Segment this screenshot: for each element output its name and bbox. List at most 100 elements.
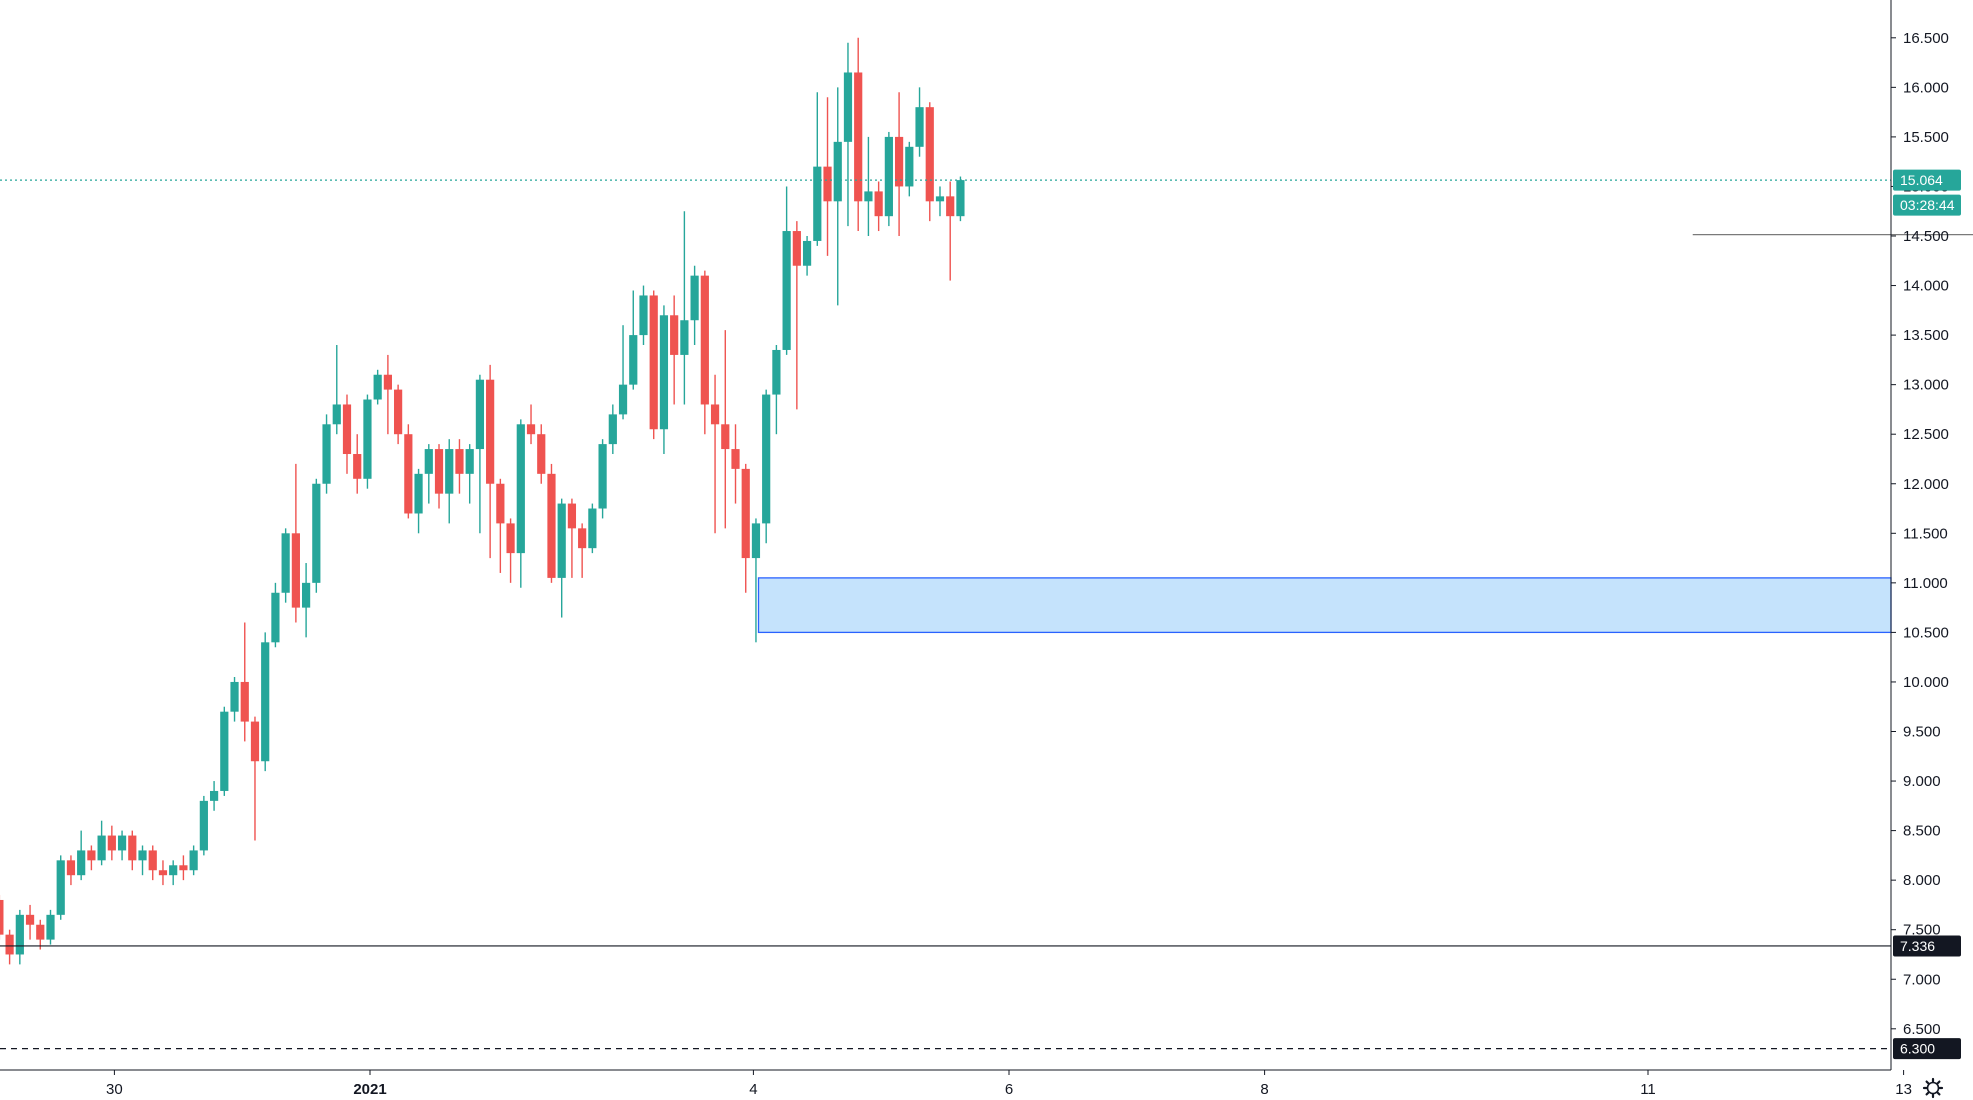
candle-body[interactable]: [547, 473, 556, 578]
candle-body[interactable]: [179, 865, 188, 871]
candle-body[interactable]: [762, 394, 771, 524]
candle-body[interactable]: [506, 523, 515, 554]
candle-body[interactable]: [363, 399, 372, 479]
candle-body[interactable]: [700, 275, 709, 405]
candle-body[interactable]: [802, 240, 812, 266]
candle-body[interactable]: [312, 483, 321, 583]
candle-body[interactable]: [486, 379, 495, 484]
candle-body[interactable]: [87, 850, 96, 861]
candle-body[interactable]: [261, 642, 270, 762]
candle-body[interactable]: [342, 404, 352, 455]
candle-body[interactable]: [209, 790, 219, 801]
candle-body[interactable]: [404, 434, 413, 514]
candle-body[interactable]: [690, 275, 699, 321]
candle-body[interactable]: [353, 454, 362, 479]
candle-body[interactable]: [874, 191, 883, 217]
candle-body[interactable]: [588, 508, 597, 549]
candle-body[interactable]: [854, 72, 863, 202]
candle-body[interactable]: [475, 379, 485, 450]
candle-body[interactable]: [710, 404, 720, 425]
candle-body[interactable]: [680, 320, 689, 355]
candle-body[interactable]: [250, 721, 260, 762]
candle-body[interactable]: [823, 166, 832, 202]
candle-body[interactable]: [291, 533, 300, 608]
candle-body[interactable]: [220, 711, 229, 791]
candle-body[interactable]: [322, 424, 331, 484]
candle-body[interactable]: [618, 384, 628, 415]
candle-body[interactable]: [792, 231, 801, 266]
candle-body[interactable]: [281, 533, 290, 593]
candle-body[interactable]: [128, 835, 137, 861]
candle-body[interactable]: [445, 449, 454, 494]
time-axis[interactable]: 28302021468111315182022: [0, 1069, 1973, 1098]
candle-body[interactable]: [649, 295, 658, 430]
candle-body[interactable]: [659, 315, 669, 430]
candle-body[interactable]: [608, 414, 617, 445]
candle-body[interactable]: [15, 914, 24, 955]
candle-body[interactable]: [496, 483, 505, 524]
candle-body[interactable]: [884, 136, 893, 217]
candle-body[interactable]: [271, 592, 280, 643]
candle-body[interactable]: [946, 196, 955, 217]
candle-body[interactable]: [772, 349, 781, 395]
candle-body[interactable]: [332, 404, 341, 425]
candle-body[interactable]: [56, 860, 65, 915]
candle-body[interactable]: [25, 914, 35, 925]
candle-body[interactable]: [578, 528, 587, 549]
candle-body[interactable]: [782, 231, 791, 350]
candle-body[interactable]: [148, 850, 157, 871]
candle-body[interactable]: [864, 191, 873, 202]
candle-body[interactable]: [373, 374, 382, 400]
candle-body[interactable]: [905, 146, 914, 187]
candle-body[interactable]: [465, 449, 474, 474]
candle-body[interactable]: [894, 136, 904, 187]
candle-body[interactable]: [455, 449, 464, 474]
candle-body[interactable]: [169, 865, 178, 876]
price-axis[interactable]: 6.500 7.000 7.500 8.000 8.500 9.000 9.500 10.00…: [1890, 0, 1949, 1070]
candle-body[interactable]: [0, 899, 4, 935]
candle-body[interactable]: [66, 860, 76, 876]
candle-body[interactable]: [956, 180, 965, 217]
candle-body[interactable]: [117, 835, 127, 851]
candle-body[interactable]: [5, 934, 14, 955]
candle-body[interactable]: [557, 503, 566, 578]
candle-body[interactable]: [46, 914, 55, 940]
candle-body[interactable]: [843, 72, 853, 142]
candle-body[interactable]: [567, 503, 577, 529]
candle-body[interactable]: [138, 850, 147, 861]
candle-body[interactable]: [813, 166, 822, 241]
candle-body[interactable]: [935, 196, 945, 202]
candle-body[interactable]: [189, 850, 198, 871]
candle-body[interactable]: [107, 835, 116, 851]
candle-body[interactable]: [158, 870, 168, 876]
candle-body[interactable]: [240, 681, 249, 722]
candle-body[interactable]: [199, 800, 208, 851]
support-zone[interactable]: [757, 577, 1892, 634]
candle-body[interactable]: [639, 295, 648, 336]
candle-body[interactable]: [670, 315, 679, 355]
candle-body[interactable]: [833, 141, 842, 202]
candle-body[interactable]: [77, 850, 86, 876]
candle-body[interactable]: [925, 107, 934, 202]
candle-body[interactable]: [751, 523, 761, 559]
candle-body[interactable]: [424, 449, 433, 474]
candle-body[interactable]: [537, 434, 546, 474]
candle-body[interactable]: [915, 107, 924, 147]
candle-body[interactable]: [302, 582, 311, 608]
candle-body[interactable]: [36, 924, 45, 940]
candle-body[interactable]: [434, 449, 444, 494]
candle-body[interactable]: [526, 424, 536, 435]
candle-body[interactable]: [230, 681, 239, 712]
candle-body[interactable]: [741, 468, 750, 559]
settings-gear-icon[interactable]: [1922, 1077, 1944, 1099]
candle-body[interactable]: [629, 335, 638, 385]
candle-body[interactable]: [414, 473, 423, 514]
candle-body[interactable]: [516, 424, 525, 554]
candle-body[interactable]: [383, 374, 392, 390]
candle-body[interactable]: [394, 389, 403, 435]
candle-body[interactable]: [97, 835, 106, 861]
candle-body[interactable]: [598, 444, 607, 509]
candle-body[interactable]: [721, 424, 730, 450]
candle-body[interactable]: [731, 449, 740, 469]
